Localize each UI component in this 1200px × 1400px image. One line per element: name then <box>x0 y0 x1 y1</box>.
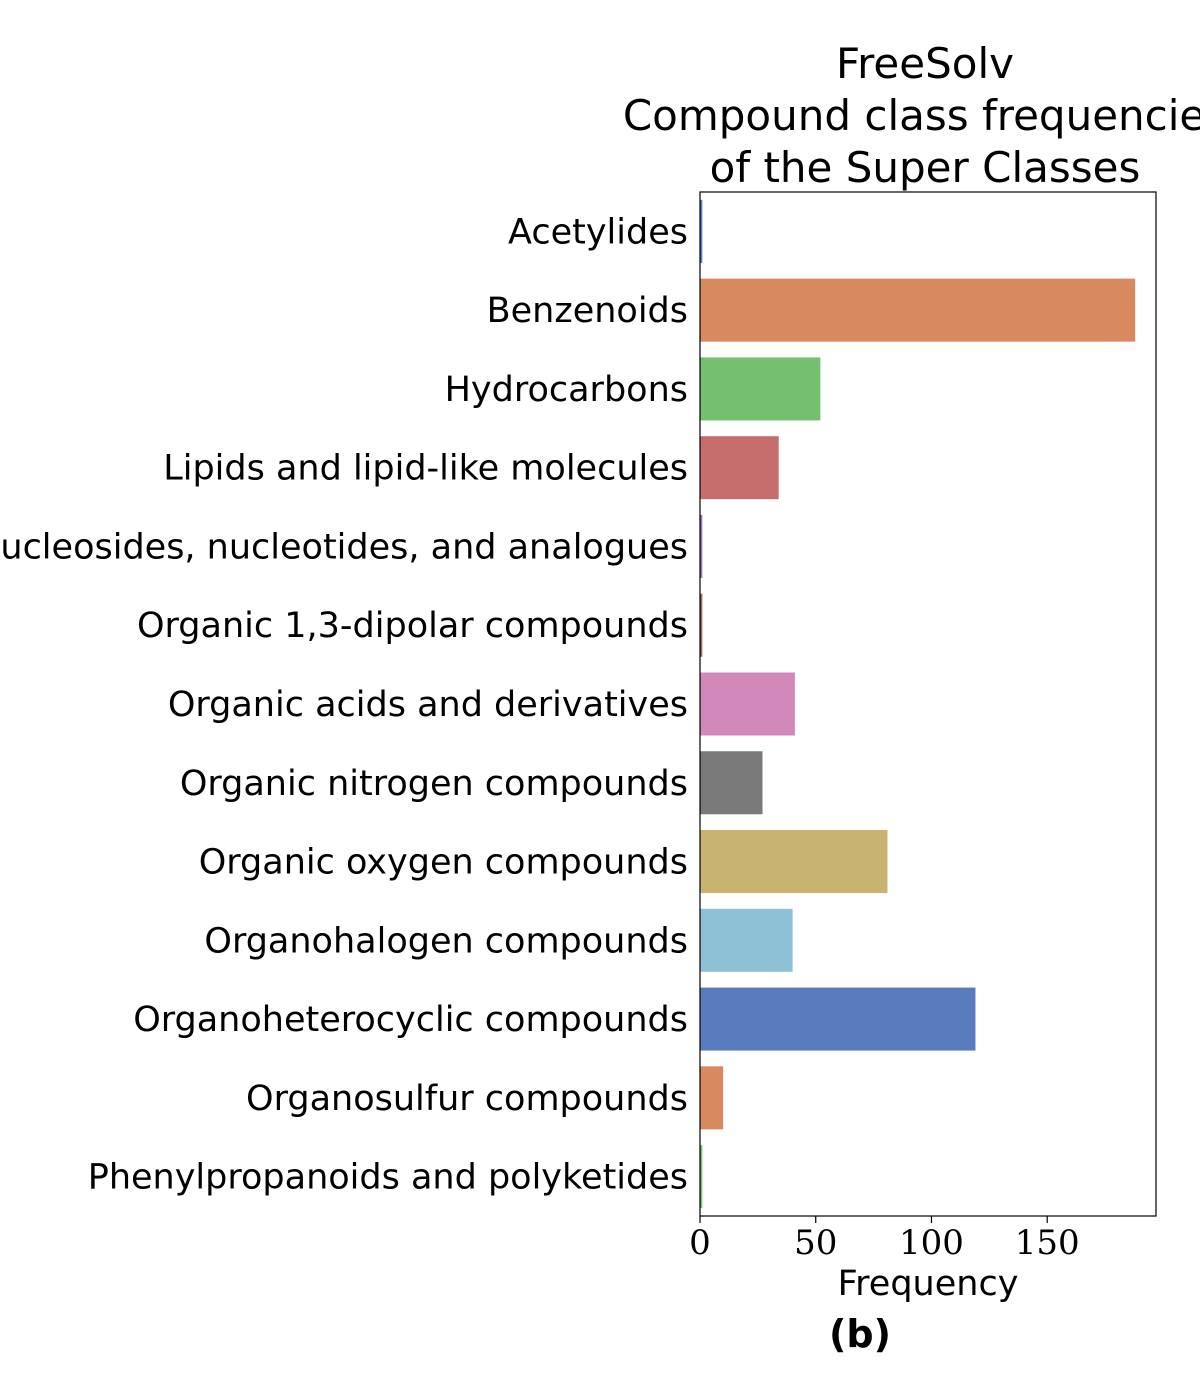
category-label: Organic acids and derivatives <box>168 685 688 725</box>
category-label: Organic 1,3-dipolar compounds <box>137 606 688 646</box>
bar <box>700 199 703 263</box>
x-tick-label: 0 <box>689 1223 711 1263</box>
x-tick-label: 150 <box>1015 1223 1080 1263</box>
panel-label: (b) <box>829 1312 891 1356</box>
chart-title-line: Compound class frequencies <box>623 91 1200 140</box>
bar <box>700 593 703 657</box>
x-axis-label: Frequency <box>838 1264 1019 1304</box>
bars <box>700 199 1136 1209</box>
bar <box>700 908 793 972</box>
bar <box>700 278 1136 342</box>
bar <box>700 987 976 1051</box>
x-tick-label: 50 <box>794 1223 837 1263</box>
chart-title-line: FreeSolv <box>836 39 1014 88</box>
category-label: Phenylpropanoids and polyketides <box>88 1158 688 1198</box>
category-label: Nucleosides, nucleotides, and analogues <box>0 527 688 567</box>
bar <box>700 672 795 736</box>
category-label: Hydrocarbons <box>445 370 688 410</box>
category-label: Organosulfur compounds <box>246 1079 688 1119</box>
bar <box>700 514 703 578</box>
bar <box>700 436 779 500</box>
category-label: Organoheterocyclic compounds <box>133 1000 688 1040</box>
bar <box>700 1066 724 1130</box>
x-axis-ticks: 0 50 100 150 <box>689 1216 1080 1263</box>
category-label: Organic oxygen compounds <box>199 843 688 883</box>
plot-frame <box>699 191 1157 1217</box>
category-label: Benzenoids <box>487 291 688 331</box>
bar <box>700 751 763 815</box>
category-labels: Acetylides Benzenoids Hydrocarbons Lipids a… <box>0 212 688 1197</box>
bar <box>700 830 888 894</box>
category-label: Lipids and lipid-like molecules <box>163 449 688 489</box>
category-label: Acetylides <box>508 212 688 252</box>
bar <box>700 1145 703 1209</box>
category-label: Organic nitrogen compounds <box>180 764 688 804</box>
chart-title-line: of the Super Classes <box>710 143 1141 192</box>
category-label: Organohalogen compounds <box>204 921 688 961</box>
bar <box>700 357 821 421</box>
x-tick-label: 100 <box>899 1223 964 1263</box>
